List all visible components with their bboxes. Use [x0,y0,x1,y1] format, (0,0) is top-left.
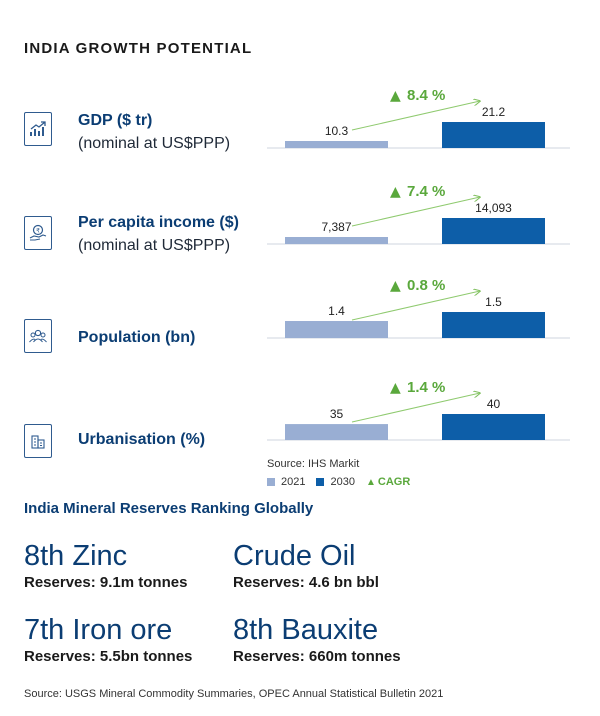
metric-label: Per capita income ($) [78,214,239,231]
reserve-detail: Reserves: 4.6 bn bbl [233,574,379,591]
infographic-title: INDIA GROWTH POTENTIAL [24,40,253,57]
cagr-arrow [351,101,480,131]
cagr-value: 7.4 % [407,183,445,200]
metric-urbanisation: Urbanisation (%) [0,400,600,490]
cagr-value: 1.4 % [407,379,445,396]
legend-swatch-2030 [316,478,325,486]
legend-label-cagr: CAGR [377,476,411,488]
cagr-arrow [351,197,480,227]
chart-source: Source: IHS Markit [267,458,360,470]
cagr-value: 8.4 % [407,87,445,104]
legend-swatch-2021 [267,478,275,486]
metric-label: Urbanisation (%) [78,431,206,448]
triangle-up-icon: ▲ [365,476,376,488]
hand-coin-icon: ₹ [24,216,52,250]
legend-label-2021: 2021 [281,476,306,488]
bar-2030 [442,122,545,148]
chart-legend: 2021 2030 ▲ CAGR [267,476,421,488]
bar-value-label: 1.4 [328,304,345,318]
metric-per-capita-income: ₹ Per capita income ($) (nominal at US$P… [0,196,600,286]
reserve-crude-oil: Crude Oil Reserves: 4.6 bn bbl [233,540,379,591]
people-icon [24,319,52,353]
reserve-rank: 8th Bauxite [233,614,379,646]
reserve-rank: 8th Zinc [24,540,128,572]
bar-value-label: 1.5 [485,295,502,309]
triangle-up-icon: ▲ [390,88,401,104]
reserves-heading: India Mineral Reserves Ranking Globally [24,500,314,517]
bar-value-label: 7,387 [321,220,351,234]
legend-item-2021: 2021 [267,476,305,488]
legend-item-cagr: ▲ CAGR [366,476,410,488]
cagr-arrow [351,291,480,321]
growth-chart-icon [24,112,52,146]
reserve-rank: 7th Iron ore [24,614,173,646]
bar-2021 [285,237,388,244]
triangle-up-icon: ▲ [390,380,401,396]
metric-sublabel: (nominal at US$PPP) [78,237,231,254]
legend-label-2030: 2030 [330,476,355,488]
bar-value-label: 35 [330,407,344,421]
bar-value-label: 40 [487,397,501,411]
metric-gdp: GDP ($ tr) (nominal at US$PPP) [0,100,600,190]
svg-text:₹: ₹ [36,228,40,235]
cagr-value: 0.8 % [407,277,445,294]
bar-2030 [442,218,545,244]
triangle-up-icon: ▲ [390,278,401,294]
reserve-zinc: 8th Zinc Reserves: 9.1m tonnes [24,540,187,591]
legend-item-2030: 2030 [316,476,355,488]
bar-2030 [442,414,545,440]
bar-value-label: 21.2 [482,105,506,119]
growth-bar-chart: 10.3 21.2 ▲ 8.4 % 7,387 14,093 ▲ 7.4 % 1.4 1.5 ▲ 0.… [267,87,570,441]
bar-value-label: 14,093 [475,201,512,215]
bar-2030 [442,312,545,338]
bar-2021 [285,424,388,440]
cagr-arrow [351,393,480,423]
city-buildings-icon [24,424,52,458]
triangle-up-icon: ▲ [390,184,401,200]
reserve-iron-ore: 7th Iron ore Reserves: 5.5bn tonnes [24,614,192,665]
bar-value-label: 10.3 [325,124,349,138]
bar-2021 [285,321,388,338]
bar-2021 [285,141,388,148]
reserve-detail: Reserves: 9.1m tonnes [24,574,188,591]
metric-population: Population (bn) [0,300,600,390]
reserve-bauxite: 8th Bauxite Reserves: 660m tonnes [233,614,401,665]
metric-label: Population (bn) [78,329,196,346]
footer-source: Source: USGS Mineral Commodity Summaries… [24,688,444,700]
reserve-rank: Crude Oil [233,540,356,572]
metric-label: GDP ($ tr) [78,112,153,129]
reserve-detail: Reserves: 5.5bn tonnes [24,648,193,665]
reserve-detail: Reserves: 660m tonnes [233,648,401,665]
metric-sublabel: (nominal at US$PPP) [78,135,231,152]
